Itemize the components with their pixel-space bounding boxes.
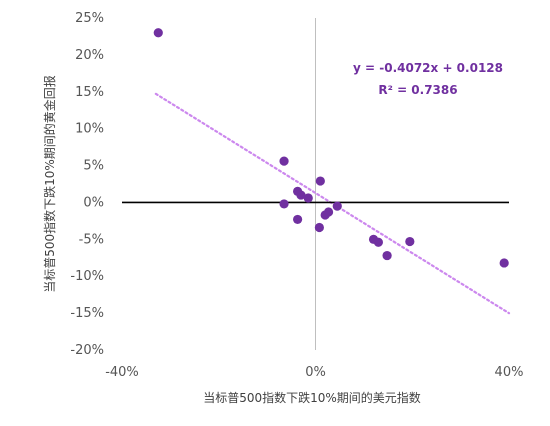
x-tick-label: 0% [305, 365, 326, 380]
data-point [373, 237, 383, 247]
trendline-group [154, 92, 511, 315]
x-tick-label: 40% [495, 365, 524, 380]
x-axis-title: 当标普500指数下跌10%期间的美元指数 [203, 390, 421, 405]
data-point [293, 214, 303, 225]
data-point [382, 250, 392, 261]
data-point [332, 201, 342, 211]
data-point [315, 176, 325, 186]
y-tick-labels: 25% 20% 15% 10% 5% 0% -5% -10% -15% -20% [70, 11, 104, 358]
data-point [303, 193, 313, 203]
y-tick-label: 10% [75, 122, 104, 137]
data-point [499, 258, 509, 268]
y-tick-label: 5% [83, 159, 104, 174]
data-point [279, 199, 289, 209]
x-tick-labels: -40% 0% 40% [105, 365, 523, 380]
trendline [154, 92, 511, 315]
y-tick-label: -5% [79, 232, 104, 247]
data-point [314, 222, 324, 233]
r-squared-label: R² = 0.7386 [378, 83, 457, 97]
data-point [405, 236, 415, 247]
y-tick-label: -15% [70, 306, 104, 321]
data-point [279, 156, 289, 166]
y-tick-label: 20% [75, 48, 104, 63]
x-tick-label: -40% [105, 365, 139, 380]
data-point [323, 207, 334, 217]
y-tick-label: 0% [83, 195, 104, 210]
y-tick-label: -20% [70, 343, 104, 358]
y-tick-label: 15% [75, 85, 104, 100]
y-tick-label: 25% [75, 11, 104, 26]
y-tick-label: -10% [70, 269, 104, 284]
data-point [296, 190, 306, 200]
y-axis-title: 当标普500指数下跌10%期间的黄金回报 [42, 75, 57, 293]
trendline-equation: y = -0.4072x + 0.0128 [353, 61, 503, 75]
data-point [153, 28, 163, 38]
data-points [153, 28, 509, 268]
